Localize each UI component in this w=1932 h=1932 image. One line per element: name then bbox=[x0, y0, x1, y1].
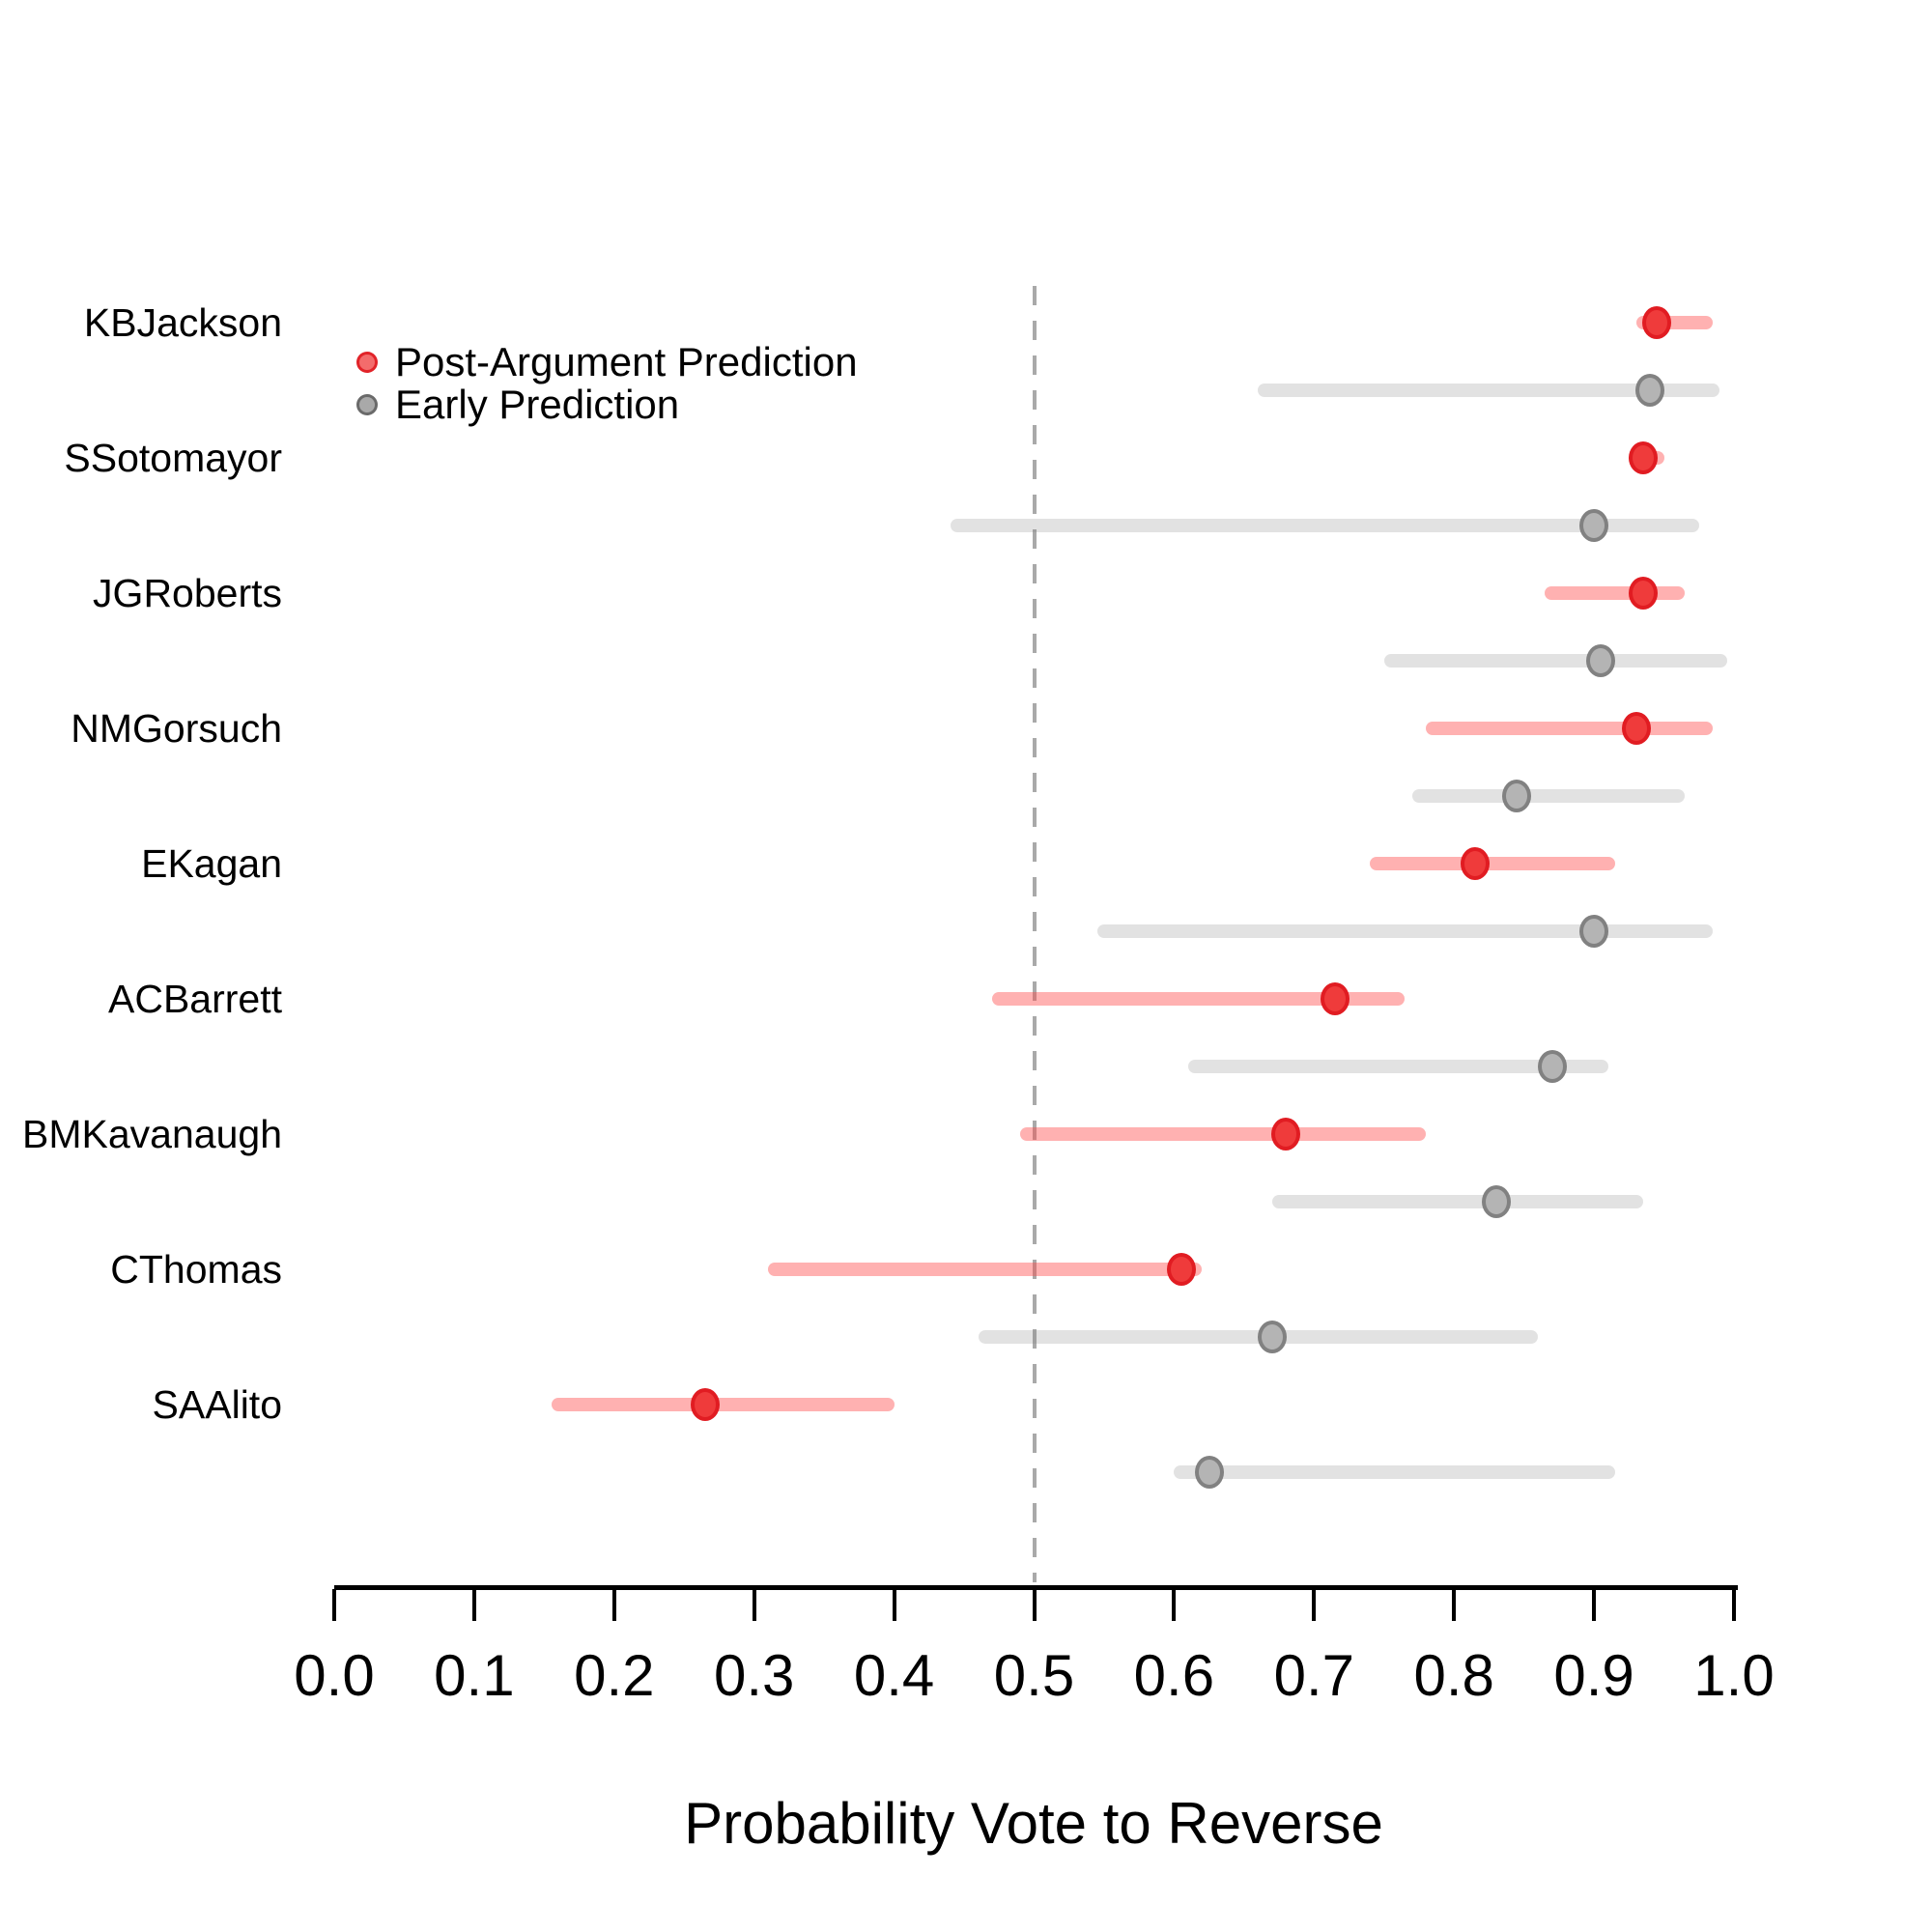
point-post-EKagan bbox=[1460, 847, 1490, 880]
x-tick-0.4 bbox=[892, 1589, 896, 1621]
legend-item-post-argument: Post-Argument Prediction bbox=[356, 339, 858, 384]
ci-bar-early-SAAlito bbox=[1174, 1465, 1615, 1479]
ci-bar-post-EKagan bbox=[1370, 857, 1615, 870]
point-early-ACBarrett bbox=[1537, 1050, 1567, 1083]
point-post-SSotomayor bbox=[1628, 441, 1658, 474]
justice-label-JGRoberts: JGRoberts bbox=[93, 571, 282, 615]
x-axis-line bbox=[334, 1585, 1738, 1590]
ci-bar-early-EKagan bbox=[1096, 924, 1714, 938]
point-early-SSotomayor bbox=[1579, 509, 1609, 542]
ci-bar-post-JGRoberts bbox=[1545, 586, 1686, 600]
ci-bar-post-CThomas bbox=[768, 1263, 1203, 1276]
justice-label-CThomas: CThomas bbox=[110, 1247, 282, 1292]
x-tick-0.3 bbox=[752, 1589, 756, 1621]
x-tick-label-0.4: 0.4 bbox=[853, 1643, 935, 1708]
point-post-ACBarrett bbox=[1321, 982, 1350, 1015]
point-early-JGRoberts bbox=[1586, 644, 1616, 677]
point-post-JGRoberts bbox=[1628, 577, 1658, 610]
ci-bar-early-ACBarrett bbox=[1187, 1060, 1608, 1073]
ci-bar-post-SAAlito bbox=[551, 1398, 895, 1411]
x-tick-0.0 bbox=[332, 1589, 336, 1621]
x-tick-label-0.3: 0.3 bbox=[713, 1643, 795, 1708]
point-early-KBJackson bbox=[1635, 374, 1665, 407]
point-early-SAAlito bbox=[1194, 1456, 1224, 1489]
justice-label-BMKavanaugh: BMKavanaugh bbox=[22, 1112, 282, 1156]
point-post-BMKavanaugh bbox=[1271, 1118, 1301, 1151]
ci-bar-post-NMGorsuch bbox=[1426, 722, 1714, 735]
point-post-SAAlito bbox=[690, 1388, 720, 1421]
reference-line-0.5 bbox=[1032, 286, 1037, 1582]
x-tick-0.5 bbox=[1032, 1589, 1037, 1621]
point-post-NMGorsuch bbox=[1621, 712, 1651, 745]
x-tick-0.6 bbox=[1172, 1589, 1177, 1621]
x-tick-1.0 bbox=[1732, 1589, 1736, 1621]
legend-dot-early-icon bbox=[356, 394, 378, 415]
x-tick-0.9 bbox=[1592, 1589, 1597, 1621]
x-tick-label-0.1: 0.1 bbox=[434, 1643, 515, 1708]
x-tick-label-0.9: 0.9 bbox=[1553, 1643, 1634, 1708]
justice-label-EKagan: EKagan bbox=[141, 841, 282, 886]
x-tick-label-0.5: 0.5 bbox=[993, 1643, 1075, 1708]
x-tick-label-0.2: 0.2 bbox=[574, 1643, 655, 1708]
legend-dot-post-argument-icon bbox=[356, 352, 378, 373]
x-tick-0.2 bbox=[611, 1589, 616, 1621]
justice-label-NMGorsuch: NMGorsuch bbox=[71, 706, 282, 751]
legend-item-early: Early Prediction bbox=[356, 382, 680, 427]
x-tick-label-0.8: 0.8 bbox=[1413, 1643, 1494, 1708]
ci-bar-post-BMKavanaugh bbox=[1020, 1127, 1427, 1141]
point-early-BMKavanaugh bbox=[1481, 1185, 1511, 1218]
justice-label-SAAlito: SAAlito bbox=[152, 1382, 282, 1427]
ci-bar-early-NMGorsuch bbox=[1411, 789, 1686, 803]
point-early-EKagan bbox=[1579, 915, 1609, 948]
x-tick-0.7 bbox=[1312, 1589, 1317, 1621]
x-axis-title: Probability Vote to Reverse bbox=[684, 1791, 1383, 1856]
point-post-KBJackson bbox=[1642, 306, 1672, 339]
ci-bar-early-BMKavanaugh bbox=[1271, 1195, 1643, 1208]
ci-bar-post-ACBarrett bbox=[992, 992, 1406, 1006]
x-tick-label-1.0: 1.0 bbox=[1693, 1643, 1775, 1708]
legend: Post-Argument Prediction Early Predictio… bbox=[356, 339, 1033, 439]
ci-bar-early-SSotomayor bbox=[950, 519, 1699, 532]
point-early-NMGorsuch bbox=[1502, 780, 1532, 812]
justice-label-KBJackson: KBJackson bbox=[83, 300, 282, 345]
point-post-CThomas bbox=[1166, 1253, 1196, 1286]
x-tick-0.8 bbox=[1452, 1589, 1457, 1621]
ci-bar-early-KBJackson bbox=[1258, 384, 1720, 397]
legend-label-early: Early Prediction bbox=[395, 382, 680, 427]
ci-bar-early-JGRoberts bbox=[1383, 654, 1727, 668]
point-early-CThomas bbox=[1257, 1321, 1287, 1353]
justice-label-ACBarrett: ACBarrett bbox=[108, 977, 282, 1021]
legend-label-post-argument: Post-Argument Prediction bbox=[395, 339, 858, 384]
x-tick-label-0.0: 0.0 bbox=[294, 1643, 375, 1708]
x-tick-label-0.7: 0.7 bbox=[1273, 1643, 1354, 1708]
x-tick-label-0.6: 0.6 bbox=[1133, 1643, 1215, 1708]
x-tick-0.1 bbox=[471, 1589, 476, 1621]
justice-label-SSotomayor: SSotomayor bbox=[64, 436, 282, 480]
